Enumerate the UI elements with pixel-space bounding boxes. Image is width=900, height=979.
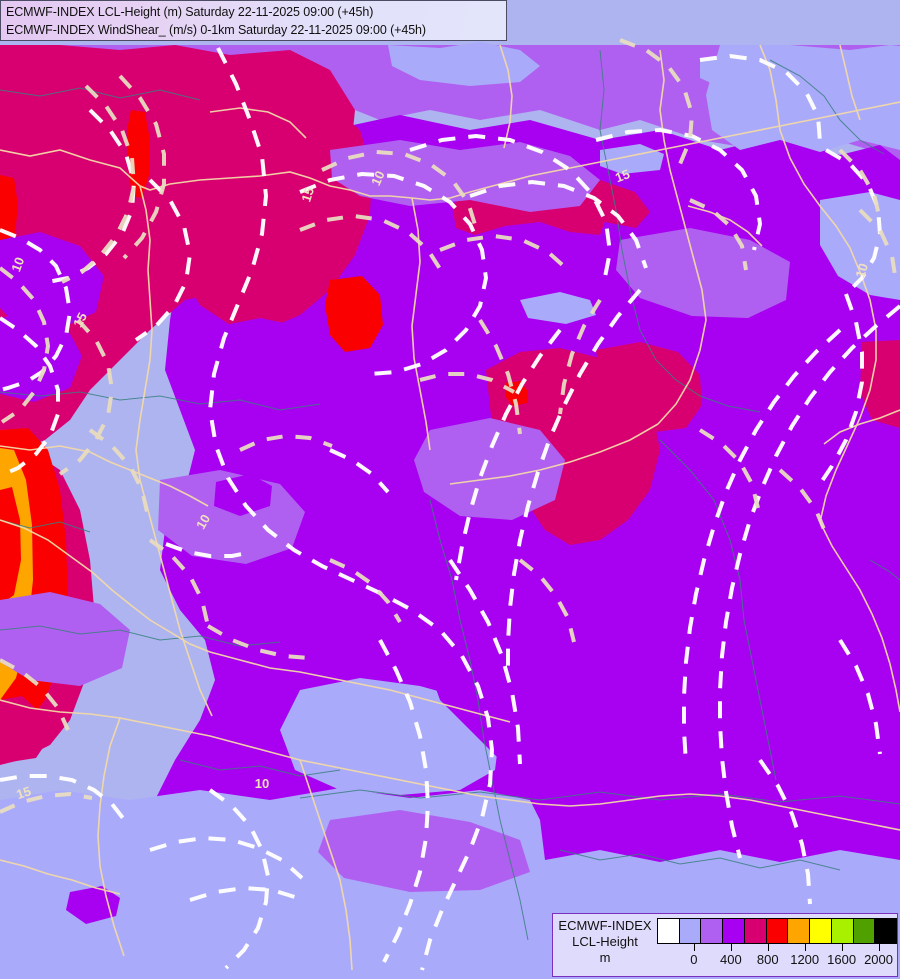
svg-text:15: 15	[14, 783, 32, 802]
map-title-box: ECMWF-INDEX LCL-Height (m) Saturday 22-1…	[0, 0, 507, 41]
legend-swatch-3	[723, 919, 745, 943]
svg-text:15: 15	[70, 310, 90, 330]
legend-swatch-strip	[657, 918, 897, 944]
legend-scale: 0 400 800 1200 1600 2000	[657, 914, 897, 976]
legend-tick-800	[767, 944, 769, 951]
svg-text:10: 10	[255, 776, 269, 791]
legend-swatch-6	[788, 919, 811, 943]
contour-labels-layer: 15 10 15 10 15 10 15 10 10	[8, 166, 871, 802]
legend-tick-labels: 0 400 800 1200 1600 2000	[657, 952, 897, 970]
legend-field-name: LCL-Height	[572, 934, 638, 949]
border-layer	[0, 44, 900, 971]
legend-tick-0	[693, 944, 695, 951]
lcl-height-fill-layer	[0, 42, 900, 979]
windshear-contour-secondary-layer	[0, 38, 898, 814]
legend-swatch-9	[853, 919, 876, 943]
legend-swatch-4	[744, 919, 767, 943]
legend-swatch-7	[810, 919, 832, 943]
legend-tick-1200	[804, 944, 806, 951]
svg-text:10: 10	[852, 261, 871, 279]
legend-tick-400	[730, 944, 732, 951]
legend-tick-2000	[878, 944, 880, 951]
legend-swatch-8	[831, 919, 854, 943]
title-line-lcl: ECMWF-INDEX LCL-Height (m) Saturday 22-1…	[6, 5, 374, 19]
legend-caption: ECMWF-INDEX LCL-Height m	[553, 914, 657, 976]
legend-tick-label-800: 800	[756, 952, 779, 967]
windshear-contour-layer	[0, 47, 900, 971]
svg-text:10: 10	[368, 169, 388, 188]
legend-tick-label-400: 400	[719, 952, 742, 967]
svg-text:15: 15	[613, 166, 632, 185]
legend-swatch-2	[701, 919, 724, 943]
colorbar-legend: ECMWF-INDEX LCL-Height m 0 400 800 1200 1600…	[552, 913, 898, 977]
legend-swatch-5	[766, 919, 789, 943]
svg-text:15: 15	[298, 185, 317, 203]
legend-tick-label-1200: 1200	[790, 952, 820, 967]
legend-units: m	[599, 950, 611, 965]
legend-tick-label-0: 0	[690, 952, 698, 967]
legend-tick-1600	[841, 944, 843, 951]
legend-tick-label-2000: 2000	[864, 952, 893, 967]
legend-swatch-10	[875, 919, 897, 943]
legend-model-name: ECMWF-INDEX	[558, 918, 652, 933]
legend-swatch-0	[658, 919, 680, 943]
legend-swatch-1	[679, 919, 702, 943]
legend-tick-marks	[657, 944, 897, 952]
legend-tick-label-1600: 1600	[827, 952, 857, 967]
title-line-windshear: ECMWF-INDEX WindShear_ (m/s) 0-1km Satur…	[6, 23, 426, 37]
river-layer	[0, 49, 900, 941]
svg-text:10: 10	[193, 512, 213, 532]
svg-text:10: 10	[8, 255, 27, 274]
